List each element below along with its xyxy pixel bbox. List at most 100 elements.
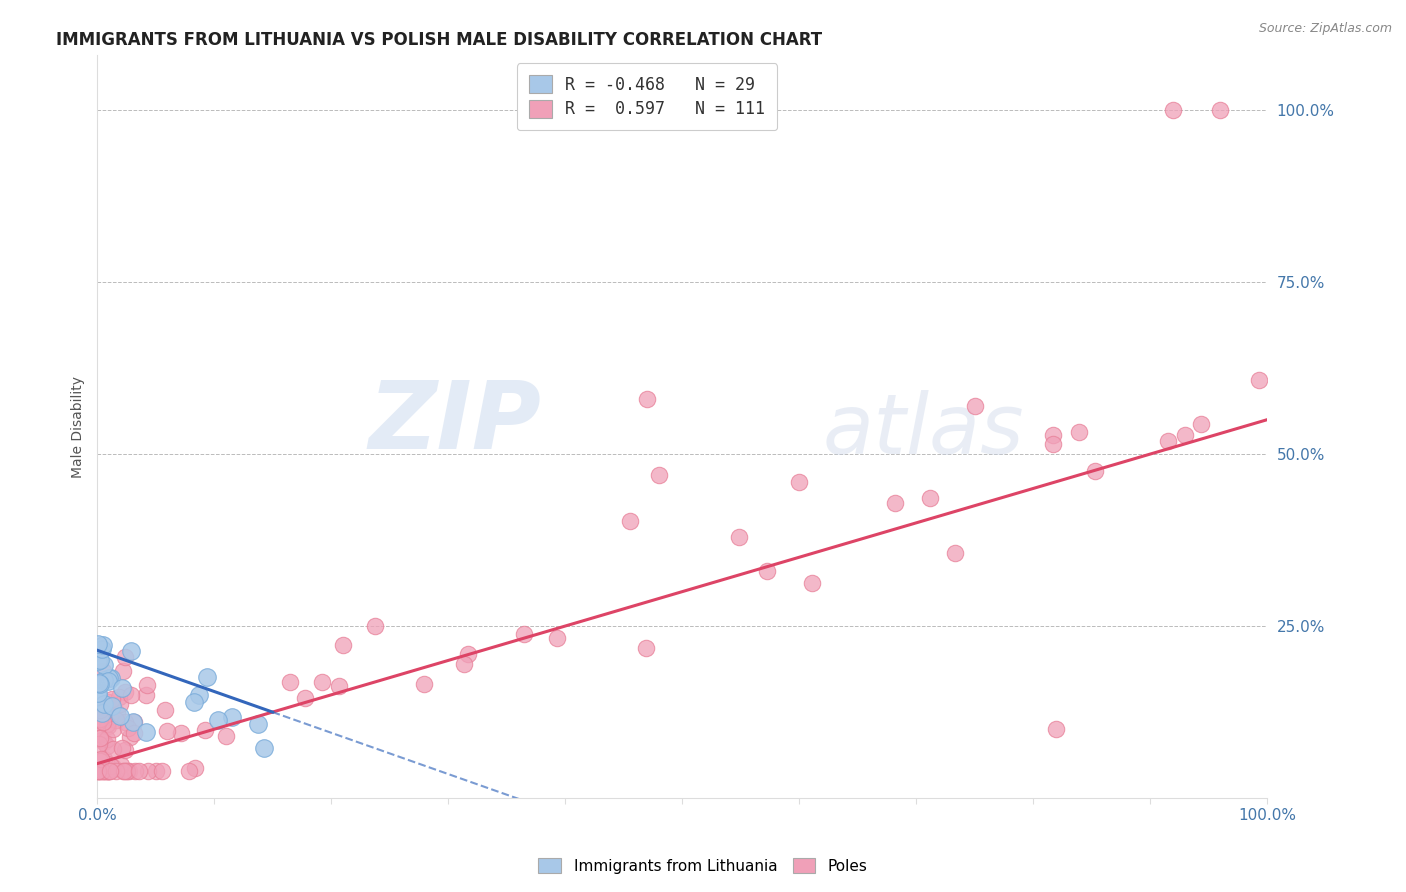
Point bbox=[120, 730, 142, 744]
Point bbox=[1247, 373, 1270, 387]
Point bbox=[89, 653, 111, 667]
Point bbox=[121, 715, 143, 730]
Point bbox=[207, 713, 229, 727]
Text: Source: ZipAtlas.com: Source: ZipAtlas.com bbox=[1258, 22, 1392, 36]
Point bbox=[91, 764, 114, 778]
Point bbox=[153, 703, 176, 717]
Point bbox=[101, 691, 124, 706]
Point bbox=[87, 715, 110, 730]
Point bbox=[96, 739, 118, 754]
Point bbox=[918, 491, 941, 505]
Point bbox=[115, 764, 138, 778]
Point bbox=[87, 689, 110, 703]
Point bbox=[647, 467, 669, 482]
Point bbox=[1209, 103, 1232, 118]
Point bbox=[89, 738, 111, 752]
Point bbox=[93, 752, 115, 766]
Point bbox=[187, 688, 209, 702]
Point bbox=[87, 764, 110, 778]
Point bbox=[184, 761, 207, 775]
Point bbox=[89, 731, 111, 745]
Point bbox=[93, 764, 115, 778]
Point bbox=[108, 709, 131, 723]
Point bbox=[114, 685, 136, 699]
Point bbox=[1045, 723, 1067, 737]
Point bbox=[93, 762, 115, 776]
Point bbox=[883, 496, 905, 510]
Point bbox=[90, 732, 112, 747]
Point bbox=[103, 722, 125, 736]
Point bbox=[90, 764, 112, 778]
Point bbox=[93, 697, 115, 711]
Point bbox=[122, 726, 145, 740]
Point bbox=[145, 764, 167, 778]
Point bbox=[100, 764, 122, 778]
Point bbox=[1174, 428, 1197, 442]
Point bbox=[89, 727, 111, 741]
Point bbox=[636, 392, 658, 406]
Point bbox=[1163, 103, 1185, 118]
Point bbox=[1042, 437, 1064, 451]
Point bbox=[96, 732, 118, 747]
Point bbox=[87, 703, 110, 717]
Point bbox=[117, 764, 139, 778]
Point bbox=[453, 657, 475, 671]
Point bbox=[128, 764, 150, 778]
Point bbox=[110, 757, 132, 772]
Point bbox=[636, 640, 658, 655]
Point bbox=[89, 764, 111, 778]
Point bbox=[111, 741, 134, 756]
Point bbox=[91, 706, 114, 720]
Point bbox=[194, 723, 217, 738]
Point bbox=[1067, 425, 1090, 439]
Point bbox=[136, 764, 159, 778]
Point bbox=[100, 758, 122, 772]
Point bbox=[89, 754, 111, 768]
Point bbox=[221, 710, 243, 724]
Point bbox=[90, 642, 112, 657]
Point bbox=[93, 673, 115, 687]
Point bbox=[246, 716, 269, 731]
Point bbox=[170, 726, 193, 740]
Point bbox=[91, 665, 114, 679]
Point bbox=[183, 695, 205, 709]
Point bbox=[112, 665, 135, 679]
Point bbox=[755, 565, 778, 579]
Point bbox=[101, 760, 124, 774]
Point bbox=[93, 657, 115, 672]
Point bbox=[117, 722, 139, 736]
Point bbox=[93, 735, 115, 749]
Point bbox=[87, 654, 110, 668]
Point bbox=[97, 764, 120, 778]
Legend: Immigrants from Lithuania, Poles: Immigrants from Lithuania, Poles bbox=[533, 852, 873, 880]
Point bbox=[513, 627, 536, 641]
Y-axis label: Male Disability: Male Disability bbox=[72, 376, 86, 477]
Point bbox=[112, 764, 135, 778]
Point bbox=[91, 714, 114, 729]
Point bbox=[111, 681, 134, 696]
Point bbox=[253, 740, 276, 755]
Point bbox=[1189, 417, 1212, 432]
Point bbox=[114, 742, 136, 756]
Point bbox=[179, 764, 201, 778]
Point bbox=[97, 719, 120, 733]
Point bbox=[135, 725, 157, 739]
Point bbox=[1157, 434, 1180, 448]
Point bbox=[96, 717, 118, 731]
Point bbox=[150, 764, 173, 778]
Point bbox=[108, 690, 131, 705]
Point bbox=[124, 764, 146, 778]
Point bbox=[98, 671, 121, 685]
Point bbox=[943, 546, 966, 560]
Point bbox=[278, 674, 301, 689]
Point bbox=[97, 673, 120, 688]
Legend: R = -0.468   N = 29, R =  0.597   N = 111: R = -0.468 N = 29, R = 0.597 N = 111 bbox=[517, 63, 778, 130]
Point bbox=[101, 698, 124, 713]
Point bbox=[328, 679, 350, 693]
Point bbox=[120, 644, 142, 658]
Point bbox=[89, 764, 111, 778]
Text: atlas: atlas bbox=[823, 390, 1024, 471]
Point bbox=[1084, 465, 1107, 479]
Point bbox=[457, 647, 479, 661]
Point bbox=[104, 764, 127, 778]
